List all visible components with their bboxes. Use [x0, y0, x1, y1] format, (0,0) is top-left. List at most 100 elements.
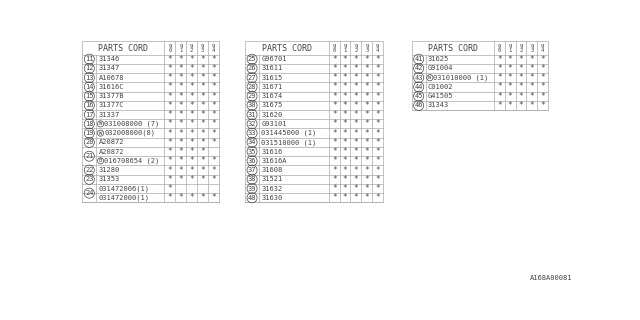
- Text: *: *: [518, 55, 524, 64]
- Text: *: *: [200, 101, 205, 110]
- Text: *: *: [353, 156, 358, 165]
- Text: *: *: [343, 83, 348, 92]
- Text: *: *: [529, 101, 534, 110]
- Text: 9: 9: [344, 44, 347, 49]
- Text: PARTS CORD: PARTS CORD: [99, 44, 148, 52]
- Text: 14: 14: [85, 84, 93, 90]
- Text: 031445000 (1): 031445000 (1): [261, 130, 317, 136]
- Text: A20872: A20872: [99, 139, 124, 145]
- Text: 31671: 31671: [261, 84, 283, 90]
- Text: *: *: [211, 64, 216, 73]
- Text: *: *: [540, 73, 545, 82]
- Text: 20: 20: [85, 139, 93, 145]
- Text: *: *: [211, 138, 216, 147]
- Text: 30: 30: [248, 102, 256, 108]
- Text: 3: 3: [365, 48, 369, 53]
- Text: 9: 9: [168, 44, 172, 49]
- Text: *: *: [364, 101, 369, 110]
- Text: 0: 0: [498, 48, 501, 53]
- Text: 31377B: 31377B: [99, 93, 124, 99]
- Text: *: *: [200, 138, 205, 147]
- Text: *: *: [343, 165, 348, 175]
- Text: 34: 34: [248, 139, 256, 145]
- Text: *: *: [375, 138, 380, 147]
- Text: *: *: [200, 119, 205, 128]
- Text: *: *: [375, 64, 380, 73]
- Text: *: *: [189, 64, 194, 73]
- Text: 31616: 31616: [261, 148, 283, 155]
- Text: *: *: [375, 165, 380, 175]
- Text: *: *: [375, 119, 380, 128]
- Text: G91004: G91004: [428, 65, 454, 71]
- Text: *: *: [168, 83, 172, 92]
- Text: *: *: [375, 101, 380, 110]
- Text: *: *: [375, 92, 380, 101]
- Text: 3: 3: [201, 48, 204, 53]
- Text: *: *: [375, 184, 380, 193]
- Text: 36: 36: [248, 158, 256, 164]
- Text: *: *: [211, 73, 216, 82]
- Text: *: *: [529, 92, 534, 101]
- Text: *: *: [179, 73, 183, 82]
- Text: *: *: [375, 73, 380, 82]
- Text: *: *: [353, 64, 358, 73]
- Text: 0: 0: [333, 48, 336, 53]
- Text: *: *: [364, 83, 369, 92]
- Text: *: *: [168, 55, 172, 64]
- Text: W: W: [99, 131, 102, 136]
- Text: *: *: [364, 64, 369, 73]
- Text: 0: 0: [168, 48, 172, 53]
- Text: *: *: [364, 73, 369, 82]
- Text: 21: 21: [85, 153, 93, 159]
- Text: *: *: [211, 156, 216, 165]
- Text: *: *: [179, 129, 183, 138]
- Text: 22: 22: [85, 167, 93, 173]
- Text: 19: 19: [85, 130, 93, 136]
- Text: *: *: [168, 156, 172, 165]
- Text: 1: 1: [509, 48, 512, 53]
- Text: *: *: [497, 101, 502, 110]
- Text: *: *: [211, 55, 216, 64]
- Text: 16: 16: [85, 102, 93, 108]
- Text: *: *: [353, 55, 358, 64]
- Text: 9: 9: [365, 44, 369, 49]
- Text: *: *: [540, 83, 545, 92]
- Text: 31616A: 31616A: [261, 158, 287, 164]
- Text: *: *: [200, 129, 205, 138]
- Text: 32: 32: [248, 121, 256, 127]
- Text: *: *: [189, 73, 194, 82]
- Text: *: *: [189, 92, 194, 101]
- Text: *: *: [168, 147, 172, 156]
- Text: *: *: [211, 110, 216, 119]
- Text: 016708654 (2): 016708654 (2): [104, 157, 159, 164]
- Text: *: *: [540, 64, 545, 73]
- Text: *: *: [189, 193, 194, 202]
- Text: *: *: [189, 101, 194, 110]
- Text: *: *: [168, 193, 172, 202]
- Text: 31616C: 31616C: [99, 84, 124, 90]
- Text: *: *: [179, 175, 183, 184]
- Text: *: *: [518, 92, 524, 101]
- Text: 31611: 31611: [261, 65, 283, 71]
- Text: G93101: G93101: [261, 121, 287, 127]
- Text: *: *: [200, 193, 205, 202]
- Text: 31632: 31632: [261, 186, 283, 192]
- Text: 27: 27: [248, 75, 256, 81]
- Text: *: *: [211, 165, 216, 175]
- Text: *: *: [168, 119, 172, 128]
- Text: *: *: [353, 175, 358, 184]
- Text: 9: 9: [355, 44, 358, 49]
- Text: *: *: [353, 92, 358, 101]
- Text: *: *: [343, 64, 348, 73]
- Text: 31620: 31620: [261, 112, 283, 118]
- Text: *: *: [343, 193, 348, 202]
- Text: *: *: [211, 83, 216, 92]
- Text: 31: 31: [248, 112, 256, 118]
- Text: 42: 42: [415, 65, 423, 71]
- Text: *: *: [364, 175, 369, 184]
- Text: 031008000 (7): 031008000 (7): [104, 121, 159, 127]
- Text: *: *: [529, 83, 534, 92]
- Text: PARTS CORD: PARTS CORD: [428, 44, 478, 52]
- Text: W: W: [99, 121, 102, 126]
- Text: *: *: [211, 175, 216, 184]
